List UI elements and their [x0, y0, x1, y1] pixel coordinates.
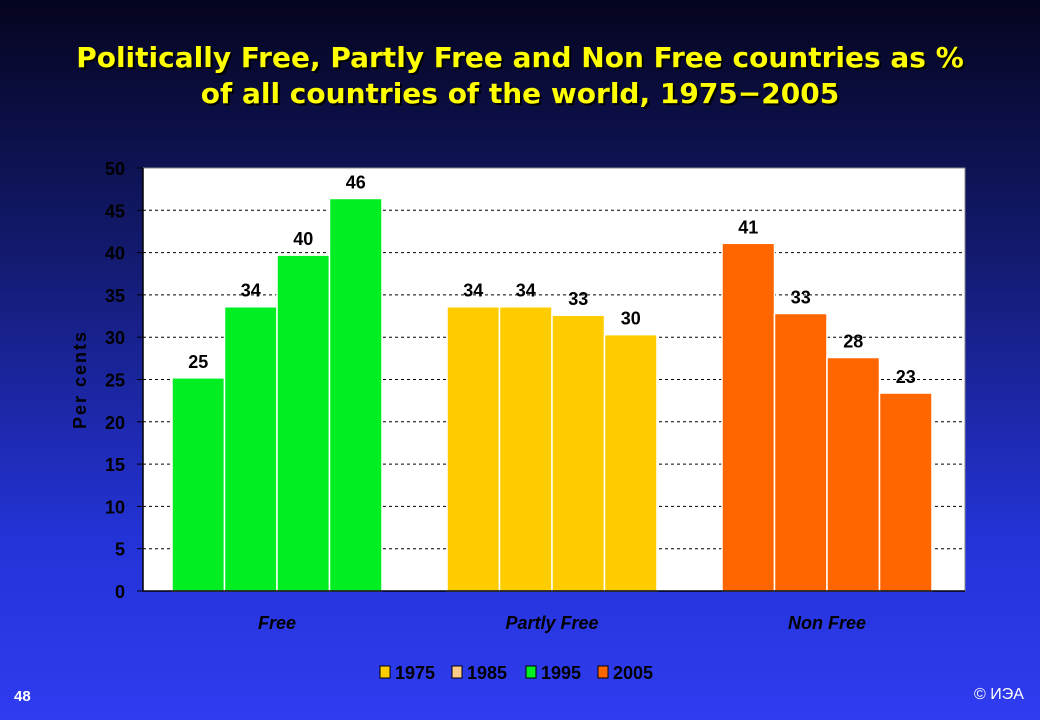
- y-tick-label: 0: [115, 582, 125, 602]
- legend-label: 1975: [395, 663, 435, 683]
- data-label: 23: [896, 367, 916, 387]
- chart-title-line-2: of all countries of the world, 1975−2005: [200, 77, 840, 110]
- y-axis-label: Per cents: [70, 330, 90, 429]
- bar: [276, 254, 331, 592]
- slide-number: 48: [14, 688, 31, 705]
- y-tick-label: 40: [105, 244, 125, 264]
- x-category-label: Non Free: [788, 613, 866, 633]
- y-tick-label: 50: [105, 159, 125, 179]
- x-category-label: Free: [258, 613, 296, 633]
- bar: [446, 305, 501, 592]
- legend-label: 2005: [613, 663, 653, 683]
- bar: [223, 305, 278, 592]
- legend-label: 1985: [467, 663, 507, 683]
- data-label: 28: [843, 332, 863, 352]
- y-tick-label: 45: [105, 201, 125, 221]
- data-label: 30: [621, 309, 641, 329]
- data-label: 25: [188, 352, 208, 372]
- bar: [328, 197, 383, 592]
- data-label: 46: [346, 172, 366, 192]
- x-category-label: Partly Free: [505, 613, 598, 633]
- y-tick-label: 5: [115, 540, 125, 560]
- data-label: 41: [738, 217, 758, 237]
- legend-swatch: [379, 665, 391, 679]
- legend-swatch: [451, 665, 463, 679]
- data-label: 34: [516, 281, 536, 301]
- y-tick-label: 30: [105, 328, 125, 348]
- data-label: 40: [293, 229, 313, 249]
- chart-title-line-1: Politically Free, Partly Free and Non Fr…: [76, 41, 964, 74]
- bar: [171, 377, 226, 592]
- bar: [721, 242, 776, 592]
- chart-title: Politically Free, Partly Free and Non Fr…: [0, 40, 1040, 112]
- y-tick-label: 10: [105, 497, 125, 517]
- bar: [773, 312, 828, 592]
- y-tick-label: 15: [105, 455, 125, 475]
- copyright-text: © ИЭА: [974, 686, 1024, 703]
- y-tick-label: 25: [105, 371, 125, 391]
- legend-swatch: [597, 665, 609, 679]
- y-tick-label: 35: [105, 286, 125, 306]
- data-label: 33: [791, 288, 811, 308]
- legend-label: 1995: [541, 663, 581, 683]
- y-tick-label: 20: [105, 413, 125, 433]
- bar: [551, 314, 606, 592]
- bar: [603, 333, 658, 592]
- data-label: 34: [241, 281, 261, 301]
- legend-swatch: [525, 665, 537, 679]
- bar: [878, 392, 933, 592]
- data-label: 34: [463, 281, 483, 301]
- data-label: 33: [568, 289, 588, 309]
- bar: [826, 356, 881, 592]
- bar: [498, 305, 553, 592]
